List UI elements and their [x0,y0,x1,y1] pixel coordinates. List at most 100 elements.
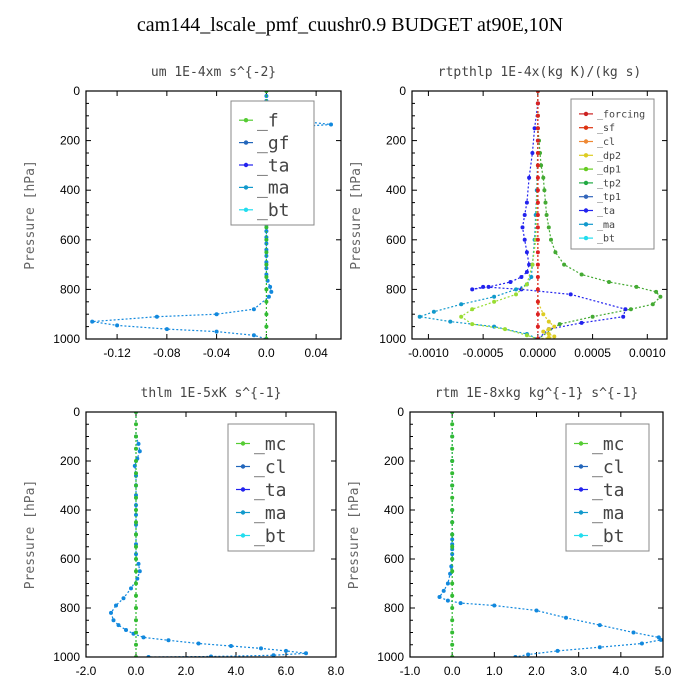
data-point [535,324,540,329]
legend-item: _bt [236,526,287,547]
data-point [549,237,553,242]
data-point [658,294,663,299]
legend-marker [240,510,246,515]
data-point [535,101,540,106]
data-point [535,275,540,279]
data-point [136,441,141,446]
data-point [535,175,540,180]
legend-marker [583,222,589,227]
legend-label: _dp1 [597,165,621,176]
data-point [134,520,138,525]
data-point [535,225,540,230]
data-point [597,623,602,628]
data-point [450,495,455,500]
data-point [535,287,540,292]
data-point [134,512,138,517]
legend-marker [583,153,589,158]
legend-label: _tp2 [597,178,621,189]
x-tick-label: -1.0 [400,664,421,678]
legend-marker [583,194,589,199]
data-point [134,593,138,598]
data-point [535,163,540,168]
data-point [251,333,256,338]
y-tick-label: 0 [397,405,404,419]
page-title: cam144_lscale_pmf_cuushr0.9 BUDGET at90E… [136,14,564,36]
data-point [628,307,633,312]
legend-label: _ta [597,206,615,217]
legend-item: _dp2 [579,151,621,162]
data-point [264,287,269,292]
data-point [492,603,497,608]
x-tick-label: -2.0 [76,664,97,678]
data-point [546,335,551,339]
legend-label: _mc [592,434,625,455]
chart-title: rtpthlp 1E-4x(kg K)/(kg s) [438,65,642,80]
y-tick-label: 0 [73,84,80,98]
legend: _forcing _sf _cl _dp2 _dp1 _tp2 _tp1 _ta _ma _bt [570,98,655,250]
data-point [134,544,138,549]
x-tick-label: 0.0 [128,664,145,678]
legend-marker [583,208,589,213]
x-tick-label: 2.0 [178,664,195,678]
data-point [450,593,455,598]
data-point [445,581,450,586]
y-tick-label: 1000 [377,650,404,664]
legend-marker [578,510,584,515]
data-point [514,287,518,292]
legend-marker [578,464,584,469]
legend-item: _bt [579,234,615,245]
data-point [541,175,546,180]
x-tick-label: 5.0 [655,664,672,678]
legend-label: _ma [592,503,625,524]
data-point [543,200,548,205]
x-tick-label: 0.04 [304,346,328,360]
series-mc [134,412,138,657]
legend-item: _cl [579,137,615,148]
data-point [654,289,659,294]
data-point [450,483,455,488]
legend-marker [583,180,589,186]
legend-item: _cl [574,457,625,478]
data-point [520,225,525,230]
data-point [546,225,551,230]
data-point [623,307,628,312]
data-point [124,628,128,632]
legend-label: _gf [257,133,290,154]
legend-label: _mc [254,434,287,455]
data-point [450,552,455,557]
legend-label: _ma [597,220,615,231]
data-point [532,126,537,131]
plot-frame [411,90,668,340]
data-point [134,508,138,512]
data-point [529,275,534,279]
data-point [546,332,551,336]
y-tick-label: 1000 [53,332,80,346]
data-point [134,618,138,623]
y-axis-label: Pressure [hPa] [23,480,38,590]
legend-label: _cl [254,457,287,478]
legend-item: _mc [574,434,625,455]
data-point [134,581,138,586]
data-point [519,275,524,279]
x-tick-label: 0.0 [444,664,461,678]
legend-marker [243,185,249,190]
legend-marker [240,487,246,492]
y-tick-label: 400 [384,503,404,517]
data-point [116,623,121,628]
legend-label: _bt [597,234,615,245]
data-point [535,262,540,267]
data-point [129,586,133,591]
x-tick-label: 0.0 [258,346,275,360]
data-point [539,163,544,168]
data-point [166,638,171,643]
data-point [526,652,531,657]
data-point [524,250,529,255]
data-point [450,544,455,549]
y-tick-label: 200 [384,454,404,468]
data-point [134,569,138,574]
data-point [450,422,455,427]
chart-title: thlm 1E-5xK s^{-1} [141,386,282,401]
data-point [470,287,475,292]
legend-marker [583,125,589,130]
data-point [481,284,486,289]
